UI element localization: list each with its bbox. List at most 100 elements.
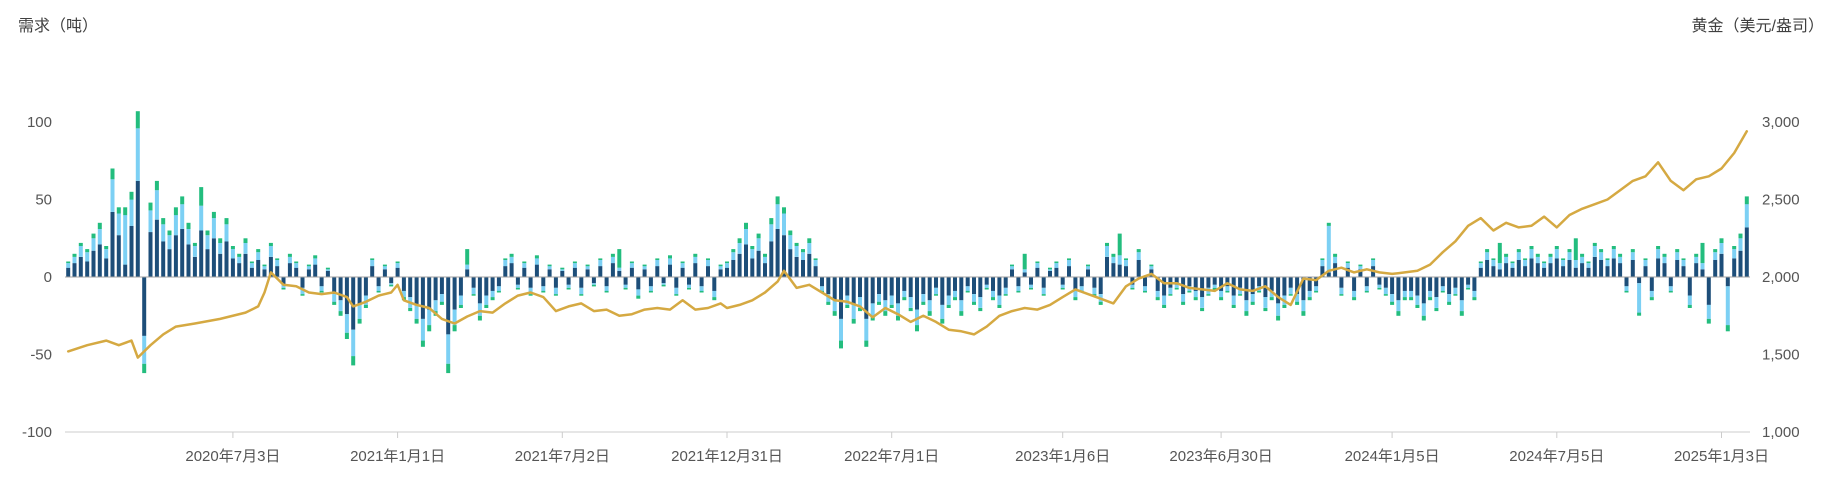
bar-segment-green bbox=[1016, 290, 1021, 293]
bar-segment-dark-blue bbox=[1269, 277, 1274, 291]
bar-segment-dark-blue bbox=[161, 241, 166, 277]
bar-segment-green bbox=[864, 340, 869, 347]
bar-segment-dark-blue bbox=[560, 270, 565, 277]
bar-segment-light-blue bbox=[382, 266, 387, 270]
bar-segment-green bbox=[699, 290, 704, 293]
bar-segment-green bbox=[376, 290, 381, 293]
bar-segment-light-blue bbox=[458, 295, 463, 305]
bar-segment-light-blue bbox=[1694, 256, 1699, 264]
bar-segment-green bbox=[693, 253, 698, 257]
bar-segment-green bbox=[591, 284, 596, 287]
bar-segment-dark-blue bbox=[725, 267, 729, 277]
bar-segment-dark-blue bbox=[129, 225, 134, 277]
bar-segment-dark-blue bbox=[984, 277, 989, 285]
bar-segment-dark-blue bbox=[484, 277, 489, 296]
bar-segment-light-blue bbox=[135, 128, 140, 181]
bar-segment-dark-blue bbox=[363, 277, 368, 296]
bar-segment-light-blue bbox=[1478, 263, 1483, 268]
bar-segment-light-blue bbox=[477, 303, 482, 316]
bar-segment-dark-blue bbox=[1060, 277, 1065, 285]
bar-segment-green bbox=[756, 233, 761, 239]
bar-segment-light-blue bbox=[490, 290, 495, 298]
bar-segment-green bbox=[579, 294, 584, 296]
bar-segment-light-blue bbox=[1535, 256, 1540, 264]
bar-segment-dark-blue bbox=[116, 235, 121, 278]
bar-segment-green bbox=[921, 301, 926, 305]
bar-segment-dark-blue bbox=[953, 277, 957, 291]
bar-segment-dark-blue bbox=[1719, 253, 1724, 278]
bar-segment-light-blue bbox=[940, 304, 945, 319]
bar-segment-green bbox=[1276, 315, 1281, 321]
bar-segment-green bbox=[237, 253, 242, 257]
bar-segment-dark-blue bbox=[1079, 277, 1084, 287]
bar-segment-green bbox=[224, 218, 229, 225]
bar-segment-dark-blue bbox=[534, 264, 539, 277]
bar-segment-dark-blue bbox=[744, 244, 748, 277]
bar-segment-light-blue bbox=[1504, 256, 1509, 264]
bar-segment-light-blue bbox=[1320, 259, 1325, 267]
bar-segment-light-blue bbox=[338, 300, 343, 312]
bar-segment-dark-blue bbox=[325, 270, 330, 277]
bar-segment-green bbox=[477, 315, 482, 321]
bar-segment-dark-blue bbox=[959, 277, 964, 301]
bar-segment-dark-blue bbox=[1143, 277, 1147, 287]
bar-segment-light-blue bbox=[1003, 287, 1008, 295]
bar-segment-dark-blue bbox=[1383, 277, 1388, 288]
bar-segment-light-blue bbox=[1073, 290, 1078, 298]
bar-segment-dark-blue bbox=[820, 277, 824, 287]
bar-segment-light-blue bbox=[927, 300, 932, 312]
bar-segment-light-blue bbox=[275, 259, 280, 267]
bar-segment-dark-blue bbox=[591, 277, 596, 284]
bar-segment-green bbox=[566, 287, 571, 290]
bar-segment-dark-blue bbox=[1377, 277, 1382, 285]
bar-segment-green bbox=[249, 261, 254, 264]
bar-segment-green bbox=[560, 267, 565, 270]
bar-segment-green bbox=[370, 258, 375, 260]
bar-segment-green bbox=[585, 264, 590, 267]
bar-segment-green bbox=[1225, 290, 1230, 293]
bar-segment-light-blue bbox=[699, 286, 704, 291]
bar-segment-light-blue bbox=[934, 287, 938, 295]
bar-segment-dark-blue bbox=[1225, 277, 1230, 287]
bar-segment-light-blue bbox=[78, 246, 83, 257]
bar-segment-light-blue bbox=[896, 303, 900, 316]
bar-segment-green bbox=[1542, 261, 1547, 264]
bar-segment-light-blue bbox=[1523, 259, 1528, 267]
bar-segment-dark-blue bbox=[256, 259, 261, 277]
bar-segment-dark-blue bbox=[287, 263, 292, 278]
bar-segment-dark-blue bbox=[1542, 267, 1547, 277]
bar-segment-light-blue bbox=[1200, 297, 1205, 308]
bar-segment-green bbox=[794, 242, 799, 246]
bar-segment-light-blue bbox=[1611, 249, 1616, 259]
bar-segment-light-blue bbox=[1092, 287, 1097, 295]
bar-segment-light-blue bbox=[655, 259, 660, 267]
bar-segment-dark-blue bbox=[756, 250, 761, 278]
bar-segment-dark-blue bbox=[617, 270, 622, 277]
bar-segment-dark-blue bbox=[965, 277, 970, 287]
bar-segment-light-blue bbox=[1542, 263, 1547, 268]
bar-segment-dark-blue bbox=[870, 277, 875, 304]
bar-segment-dark-blue bbox=[877, 277, 881, 295]
bar-segment-green bbox=[313, 255, 318, 259]
bar-segment-green bbox=[889, 304, 894, 308]
bar-segment-dark-blue bbox=[281, 277, 286, 285]
bar-segment-green bbox=[1548, 253, 1553, 257]
bar-segment-light-blue bbox=[1725, 286, 1730, 326]
bar-segment-dark-blue bbox=[1111, 263, 1116, 278]
bar-segment-green bbox=[959, 311, 964, 316]
bar-segment-light-blue bbox=[1016, 286, 1021, 291]
bar-segment-dark-blue bbox=[1599, 259, 1604, 277]
bar-segment-light-blue bbox=[617, 267, 622, 271]
bar-segment-light-blue bbox=[376, 286, 381, 291]
bar-segment-dark-blue bbox=[1155, 277, 1160, 291]
bar-segment-dark-blue bbox=[896, 277, 900, 304]
x-axis-tick-label: 2022年7月1日 bbox=[844, 448, 939, 465]
bar-segment-dark-blue bbox=[706, 266, 710, 277]
bar-segment-green bbox=[503, 258, 508, 260]
bar-segment-light-blue bbox=[991, 290, 995, 298]
bar-segment-dark-blue bbox=[1067, 266, 1071, 277]
bar-segment-green bbox=[927, 311, 932, 316]
bar-segment-dark-blue bbox=[547, 269, 552, 278]
bar-segment-dark-blue bbox=[522, 267, 527, 277]
